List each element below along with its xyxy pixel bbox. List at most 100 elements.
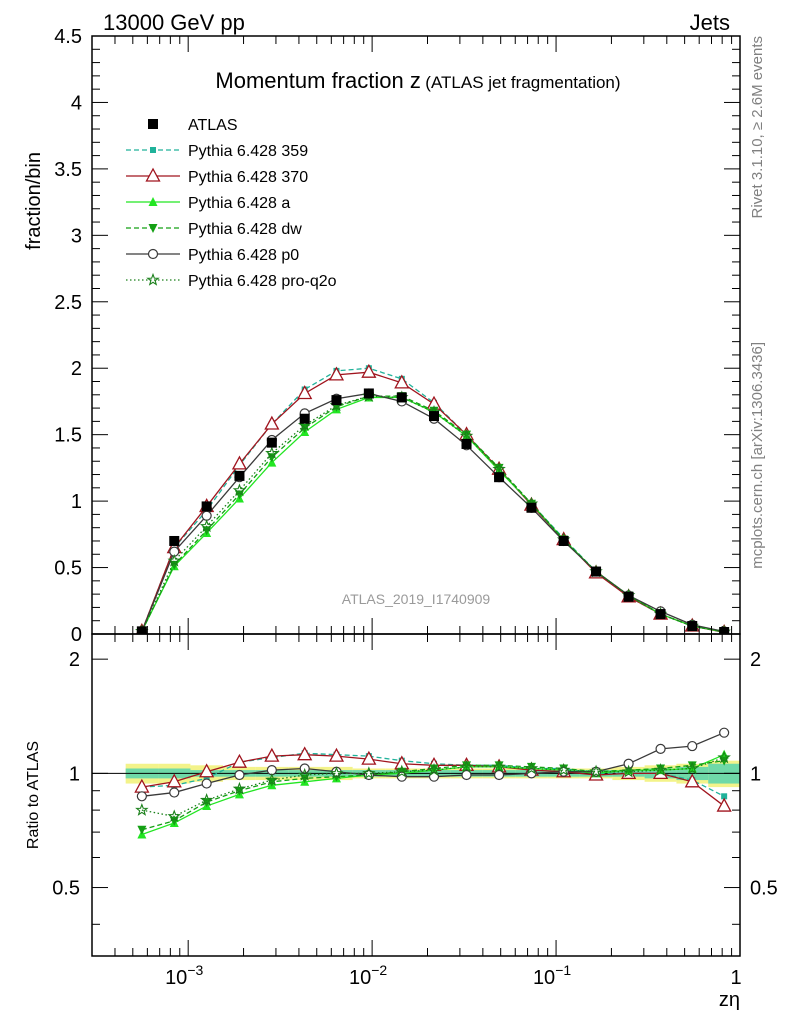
ratio-point (656, 764, 666, 774)
ratio-point (655, 743, 666, 755)
chart-title-sub: (ATLAS jet fragmentation) (425, 73, 620, 92)
y-label-main: fraction/bin (23, 152, 45, 250)
ratio-point (653, 763, 668, 776)
y-tick-label: 1 (71, 491, 82, 513)
reference-point (558, 535, 569, 546)
main-series (135, 363, 731, 634)
ratio-point (429, 764, 439, 774)
ratio-point (461, 769, 472, 781)
legend-entry: Pythia 6.428 359 (126, 143, 308, 160)
reference-point (429, 411, 440, 422)
series-point (492, 462, 506, 475)
ratio-point (297, 746, 313, 761)
legend-marker (147, 248, 159, 260)
x-tick-label-exponent: −1 (555, 962, 571, 978)
reference-point (719, 627, 730, 634)
x-tick-label: 1 (730, 967, 741, 989)
ratio-point (589, 764, 603, 778)
chart-title: Momentum fraction z (ATLAS jet fragmenta… (215, 68, 620, 93)
ratio-panel (91, 633, 741, 957)
series-point (199, 519, 214, 533)
x-tick-label-base: 10 (533, 967, 555, 989)
ratio-point (719, 749, 729, 759)
series-point (297, 385, 313, 400)
header-left: 13000 GeV pp (103, 10, 245, 35)
y-tick-label: 3 (71, 225, 82, 247)
ratio-y-tick-label-right: 1 (750, 763, 761, 785)
ratio-point (716, 797, 732, 812)
x-tick-label-base: 10 (349, 967, 371, 989)
reference-point (201, 501, 212, 512)
axes: 10−3 10−2 10−1 100.511.522.533.544.50.5 0.51… (52, 26, 778, 989)
x-tick-label: 10−3 (165, 962, 203, 989)
legend: ATLAS Pythia 6.428 359 Pythia 6.428 370 Pyt… (126, 117, 337, 290)
y-tick-label: 3.5 (54, 159, 82, 181)
reference-point (299, 413, 310, 424)
ratio-point (526, 762, 536, 772)
main-panel (91, 35, 741, 635)
header-right: Jets (690, 10, 730, 35)
ratio-point (459, 759, 474, 773)
series-point (231, 455, 248, 470)
ratio-point (493, 769, 505, 781)
ratio-point (556, 763, 571, 776)
series-point (264, 415, 280, 430)
ratio-point (719, 727, 730, 738)
legend-entry: ATLAS (148, 117, 238, 134)
legend-label: Pythia 6.428 dw (188, 221, 302, 238)
legend-entry: Pythia 6.428 dw (126, 221, 302, 238)
ratio-point (297, 767, 312, 781)
ratio-point (169, 787, 180, 798)
legend-marker (148, 224, 158, 233)
ratio-point (136, 791, 147, 802)
legend-label: Pythia 6.428 p0 (188, 247, 299, 264)
y-tick-label: 2.5 (54, 292, 82, 314)
series-ratio (134, 746, 732, 812)
legend-marker (150, 147, 156, 153)
ratio-y-tick-label: 0.5 (52, 878, 80, 900)
series-point (394, 374, 410, 389)
ratio-point (264, 747, 280, 762)
ratio-point (234, 769, 245, 781)
ratio-point (685, 761, 699, 775)
legend-label: Pythia 6.428 370 (188, 169, 308, 186)
series-point (459, 428, 474, 442)
ratio-point (427, 763, 441, 776)
ratio-point (687, 761, 697, 771)
ratio-point (166, 773, 182, 788)
mcplots-label: mcplots.cern.ch [arXiv:1306.3436] (749, 342, 766, 569)
ratio-point (362, 766, 376, 780)
y-tick-label: 4.5 (54, 26, 82, 48)
reference-point (591, 566, 602, 577)
ratio-point (494, 761, 504, 771)
rivet-label: Rivet 3.1.10, ≥ 2.6M events (749, 36, 766, 219)
legend-entry: Pythia 6.428 370 (126, 167, 308, 186)
ratio-y-tick-label: 1 (69, 763, 80, 785)
ratio-point (395, 764, 409, 778)
legend-marker (146, 272, 160, 286)
legend-entry: Pythia 6.428 p0 (126, 247, 299, 264)
reference-point (461, 438, 472, 449)
ratio-y-tick-label-right: 0.5 (750, 878, 778, 900)
reference-point (266, 437, 277, 448)
x-tick-label-exponent: −3 (187, 962, 203, 978)
x-tick-label-base: 10 (165, 967, 187, 989)
reference-point (234, 470, 245, 481)
series-point (328, 366, 345, 381)
ratio-point (203, 775, 210, 782)
ratio-point (623, 758, 634, 769)
y-tick-label: 4 (71, 92, 82, 114)
reference-point (136, 626, 147, 634)
legend-label: ATLAS (188, 117, 238, 134)
ratio-y-tick-label-right: 2 (750, 649, 761, 671)
reference-point (623, 591, 634, 602)
ratio-point (621, 764, 636, 778)
x-tick-label-base: 1 (730, 967, 741, 989)
y-tick-label: 2 (71, 358, 82, 380)
ratio-frame (91, 633, 741, 957)
ratio-point (684, 773, 700, 788)
ratio-point (167, 809, 181, 823)
y-tick-label: 0.5 (54, 558, 82, 580)
reference-point (396, 392, 407, 403)
